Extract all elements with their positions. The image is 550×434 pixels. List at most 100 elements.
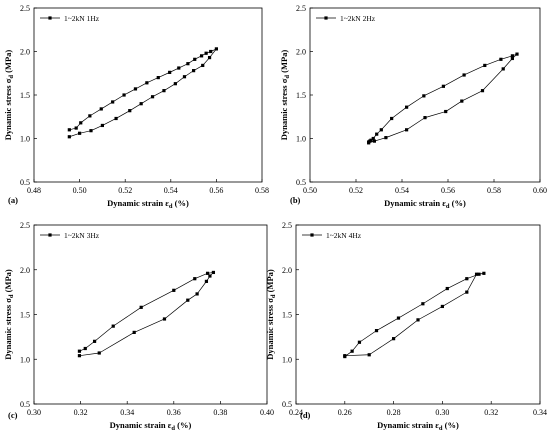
data-point: [192, 69, 196, 73]
y-tick-label: 1.0: [20, 135, 30, 144]
data-point: [372, 139, 376, 143]
data-point: [186, 62, 190, 66]
data-point: [150, 95, 155, 99]
data-point: [440, 304, 444, 309]
chart-panel-4: 0.24 0.26 0.28 0.30 0.32 0.34 0.5 1.0 1.5 2.0 2.5 D…: [265, 221, 547, 432]
data-point: [195, 292, 199, 296]
x-tick-label: 0.32: [484, 408, 498, 417]
y-tick-label: 2.0: [282, 266, 292, 275]
y-tick-label: 2.0: [296, 48, 306, 57]
data-point: [396, 316, 401, 320]
y-axis-label: Dynamic stress σd (MPa): [265, 269, 277, 360]
data-point: [423, 116, 427, 120]
data-point: [186, 298, 190, 302]
legend-marker: [324, 16, 328, 20]
data-point: [111, 324, 115, 328]
chart-panel-2: 0.50 0.52 0.54 0.56 0.58 0.60 0.5 1.0 1.5 2.0 2.5 D…: [279, 4, 547, 210]
data-point: [416, 318, 420, 322]
data-point: [465, 277, 469, 281]
data-point: [67, 128, 71, 132]
data-point: [209, 49, 213, 54]
chart-panel-1: 0.48 0.50 0.52 0.54 0.56 0.58 0.5 1.0 1.5 2.0 2.5 D…: [3, 4, 269, 210]
x-tick-label: 0.30: [435, 408, 449, 417]
data-point: [173, 82, 177, 86]
series-line: [344, 272, 485, 357]
series-line: [79, 272, 214, 357]
data-point: [483, 63, 487, 68]
x-tick-label: 0.30: [27, 408, 41, 417]
y-tick-label: 1.5: [20, 311, 30, 320]
data-point: [74, 126, 78, 130]
x-tick-label: 0.50: [73, 186, 87, 195]
x-tick-label: 0.54: [164, 186, 178, 195]
x-axis-label: Dynamic strain εd (%): [377, 420, 459, 432]
data-point: [367, 141, 371, 145]
y-tick-label: 1.0: [296, 135, 306, 144]
y-tick-label: 2.5: [282, 221, 292, 230]
data-point: [207, 55, 212, 60]
data-point: [92, 339, 97, 343]
data-point: [111, 100, 115, 104]
y-axis-label: Dynamic stress σd (MPa): [3, 50, 15, 141]
data-point: [122, 93, 126, 97]
data-point: [89, 129, 93, 133]
data-point: [367, 353, 371, 357]
data-point: [162, 317, 167, 321]
data-point: [482, 271, 486, 275]
data-point: [392, 337, 396, 341]
data-point: [405, 105, 409, 109]
plot-frame: [295, 224, 541, 405]
data-point: [390, 116, 394, 121]
data-point: [477, 272, 481, 276]
data-point: [67, 135, 71, 139]
data-point: [465, 290, 469, 294]
data-point: [357, 340, 362, 344]
y-axis-label: Dynamic stress σd (MPa): [3, 269, 15, 360]
x-tick-label: 0.28: [387, 408, 401, 417]
data-point: [78, 131, 82, 135]
data-point: [77, 349, 82, 353]
series-line: [69, 48, 217, 138]
data-point: [182, 75, 187, 79]
data-point: [193, 57, 197, 61]
x-tick-label: 0.52: [118, 186, 132, 195]
data-point: [177, 66, 181, 70]
y-tick-label: 0.5: [282, 400, 292, 409]
x-axis-label: Dynamic strain εd (%): [107, 198, 189, 210]
data-point: [204, 279, 209, 283]
x-tick-label: 0.60: [533, 186, 547, 195]
data-point: [162, 89, 166, 93]
x-tick-label: 0.48: [27, 186, 41, 195]
legend-marker: [48, 16, 52, 20]
x-tick-label: 0.56: [209, 186, 223, 195]
x-tick-label: 0.50: [303, 186, 317, 195]
chart-panel-3: 0.30 0.32 0.34 0.36 0.38 0.40 0.5 1.0 1.5 2.0 2.5 D…: [3, 221, 274, 432]
data-point: [139, 102, 143, 106]
y-tick-label: 2.5: [20, 221, 30, 230]
data-point: [444, 109, 448, 114]
y-tick-label: 0.5: [20, 400, 30, 409]
x-tick-label: 0.34: [120, 408, 134, 417]
y-tick-label: 2.5: [20, 4, 30, 13]
data-point: [132, 330, 136, 334]
x-tick-label: 0.58: [255, 186, 269, 195]
y-tick-label: 2.5: [296, 4, 306, 13]
series-line: [368, 53, 518, 144]
x-tick-label: 0.36: [167, 408, 181, 417]
y-tick-label: 1.0: [20, 355, 30, 364]
data-point: [211, 270, 216, 275]
y-tick-label: 0.5: [20, 178, 30, 187]
y-tick-label: 1.5: [20, 91, 30, 100]
x-tick-label: 0.26: [338, 408, 352, 417]
data-point: [156, 76, 160, 80]
legend-marker: [48, 233, 52, 237]
legend-label: 1~2kN 4Hz: [326, 231, 362, 240]
data-point: [422, 94, 426, 98]
legend-label: 1~2kN 1Hz: [64, 14, 100, 23]
data-point: [369, 138, 373, 142]
legend-label: 1~2kN 3Hz: [64, 231, 100, 240]
data-point: [139, 305, 143, 309]
y-tick-label: 1.0: [282, 355, 292, 364]
data-point: [133, 87, 138, 91]
